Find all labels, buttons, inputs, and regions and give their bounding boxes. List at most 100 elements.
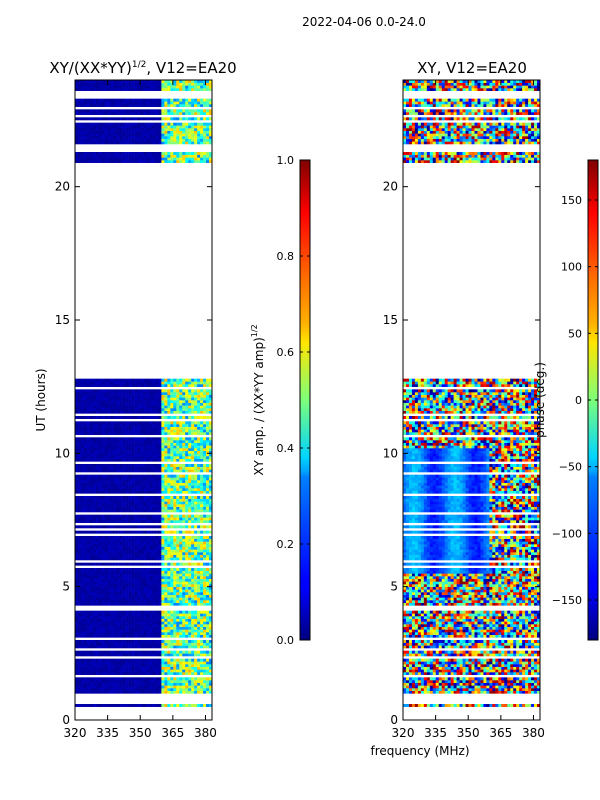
- heatmap-cell: [104, 626, 109, 630]
- heatmap-cell: [170, 514, 174, 518]
- heatmap-cell: [134, 400, 138, 403]
- heatmap-cell: [203, 480, 207, 483]
- heatmap-cell: [128, 666, 132, 670]
- heatmap-cell: [95, 621, 100, 625]
- heatmap-cell: [161, 477, 165, 481]
- heatmap-cell: [89, 594, 94, 598]
- heatmap-cell: [83, 661, 88, 665]
- heatmap-cell: [131, 389, 135, 393]
- heatmap-cell: [155, 549, 159, 553]
- heatmap-cell: [146, 629, 150, 633]
- heatmap-cell: [122, 650, 126, 654]
- heatmap-cell: [185, 602, 189, 606]
- heatmap-cell: [75, 154, 79, 158]
- heatmap-cell: [116, 437, 120, 441]
- heatmap-cell: [128, 546, 132, 550]
- heatmap-cell: [131, 645, 135, 649]
- heatmap-cell: [113, 384, 117, 387]
- heatmap-cell: [194, 666, 198, 670]
- heatmap-cell: [80, 661, 85, 665]
- heatmap-cell: [170, 400, 174, 403]
- heatmap-cell: [209, 584, 213, 587]
- heatmap-cell: [134, 536, 138, 539]
- heatmap-cell: [119, 680, 123, 683]
- heatmap-cell: [98, 429, 103, 433]
- heatmap-cell: [119, 160, 123, 163]
- heatmap-cell: [158, 160, 162, 163]
- heatmap-cell: [149, 629, 153, 633]
- heatmap-cell: [146, 530, 150, 534]
- heatmap-cell: [179, 477, 183, 481]
- heatmap-cell: [89, 488, 94, 491]
- heatmap-cell: [146, 453, 150, 457]
- heatmap-cell: [140, 658, 144, 662]
- heatmap-cell: [185, 152, 189, 155]
- heatmap-cell: [164, 509, 168, 513]
- heatmap-cell: [131, 426, 135, 430]
- heatmap-cell: [122, 685, 126, 689]
- heatmap-cell: [182, 498, 186, 502]
- heatmap-cell: [185, 154, 189, 158]
- heatmap-cell: [191, 389, 195, 393]
- heatmap-cell: [143, 546, 147, 550]
- heatmap-cell: [101, 602, 106, 606]
- heatmap-cell: [188, 469, 192, 473]
- heatmap-cell: [104, 456, 109, 459]
- heatmap-cell: [179, 669, 183, 673]
- heatmap-cell: [101, 541, 106, 545]
- heatmap-cell: [197, 632, 201, 635]
- heatmap-cell: [185, 538, 189, 542]
- heatmap-cell: [77, 610, 82, 614]
- heatmap-cell: [101, 445, 106, 449]
- heatmap-cell: [143, 498, 147, 502]
- heatmap-cell: [104, 682, 109, 686]
- heatmap-cell: [146, 448, 150, 451]
- heatmap-cell: [134, 408, 138, 411]
- heatmap-cell: [146, 392, 150, 395]
- heatmap-cell: [194, 538, 198, 542]
- heatmap-cell: [113, 482, 117, 486]
- heatmap-cell: [128, 453, 132, 457]
- heatmap-cell: [128, 634, 132, 638]
- heatmap-cell: [122, 421, 126, 425]
- heatmap-cell: [209, 544, 213, 547]
- heatmap-cell: [149, 642, 153, 646]
- heatmap-cell: [194, 517, 198, 521]
- heatmap-cell: [179, 650, 183, 654]
- heatmap-cell: [83, 384, 88, 387]
- heatmap-cell: [185, 136, 189, 139]
- heatmap-cell: [125, 650, 129, 654]
- heatmap-cell: [75, 552, 79, 555]
- heatmap-cell: [137, 562, 141, 566]
- heatmap-cell: [113, 453, 117, 457]
- heatmap-cell: [75, 517, 79, 521]
- heatmap-cell: [155, 397, 159, 401]
- heatmap-cell: [128, 480, 132, 483]
- heatmap-cell: [101, 629, 106, 633]
- heatmap-cell: [122, 488, 126, 491]
- heatmap-cell: [110, 525, 115, 529]
- heatmap-cell: [161, 578, 165, 582]
- heatmap-cell: [149, 573, 153, 577]
- heatmap-cell: [110, 602, 115, 606]
- heatmap-cell: [194, 482, 198, 486]
- heatmap-cell: [149, 416, 153, 419]
- heatmap-cell: [104, 568, 109, 571]
- heatmap-cell: [101, 504, 106, 507]
- heatmap-cell: [185, 586, 189, 590]
- heatmap-cell: [131, 501, 135, 505]
- heatmap-cell: [203, 453, 207, 457]
- heatmap-cell: [95, 448, 100, 451]
- heatmap-cell: [116, 629, 120, 633]
- heatmap-cell: [197, 154, 201, 158]
- heatmap-cell: [95, 517, 100, 521]
- heatmap-cell: [146, 517, 150, 521]
- heatmap-cell: [113, 520, 117, 523]
- heatmap-cell: [104, 640, 109, 643]
- heatmap-cell: [200, 517, 204, 521]
- heatmap-cell: [86, 445, 91, 449]
- heatmap-cell: [203, 618, 207, 622]
- heatmap-cell: [188, 629, 192, 633]
- heatmap-cell: [98, 562, 103, 566]
- heatmap-cell: [146, 138, 150, 142]
